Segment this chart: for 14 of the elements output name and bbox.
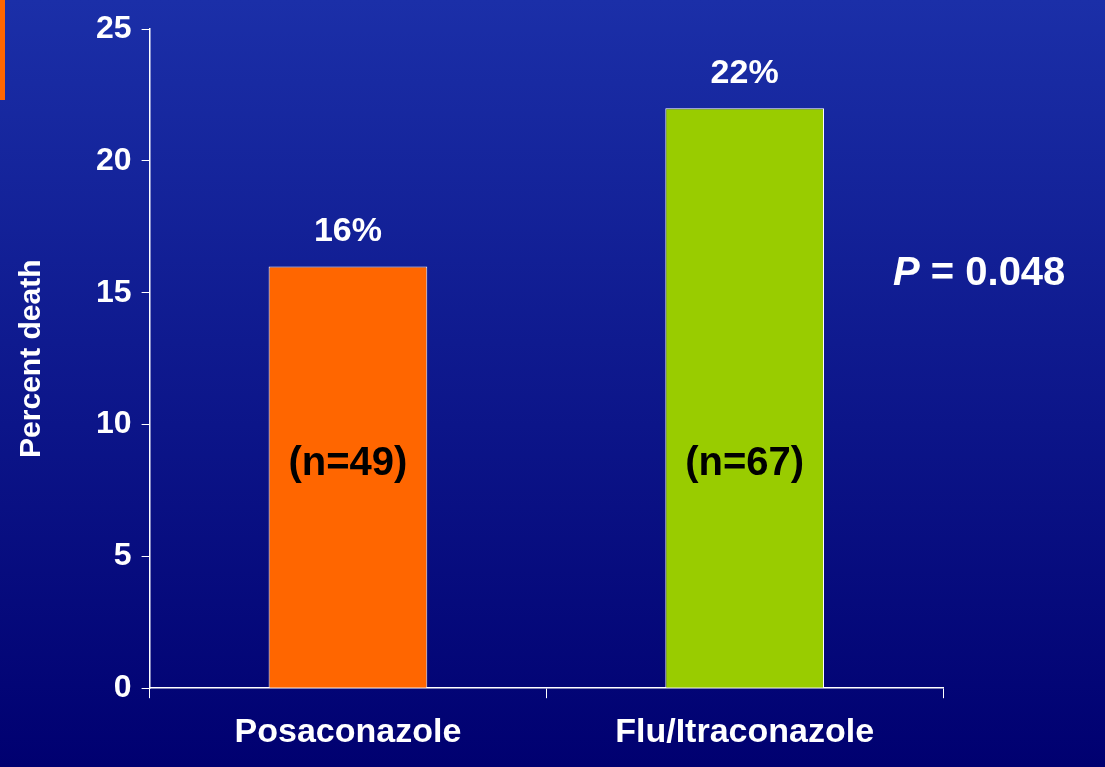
data-label: 16% bbox=[313, 209, 382, 248]
y-tick-label: 0 bbox=[113, 668, 132, 705]
annotation: P = 0.048 bbox=[893, 249, 1066, 294]
y-axis-title: Percent death bbox=[13, 259, 47, 458]
y-tick-label: 15 bbox=[96, 272, 132, 309]
annotation: (n=49) bbox=[288, 439, 408, 484]
data-label: 22% bbox=[710, 51, 779, 90]
y-tick-label: 20 bbox=[96, 140, 132, 177]
y-tick-label: 25 bbox=[96, 9, 132, 46]
x-tick-label: Posaconazole bbox=[234, 710, 462, 749]
annotation: (n=67) bbox=[685, 439, 805, 484]
y-tick-label: 5 bbox=[113, 536, 132, 573]
x-tick-label: Flu/Itraconazole bbox=[615, 710, 875, 749]
y-tick-label: 10 bbox=[96, 404, 132, 441]
